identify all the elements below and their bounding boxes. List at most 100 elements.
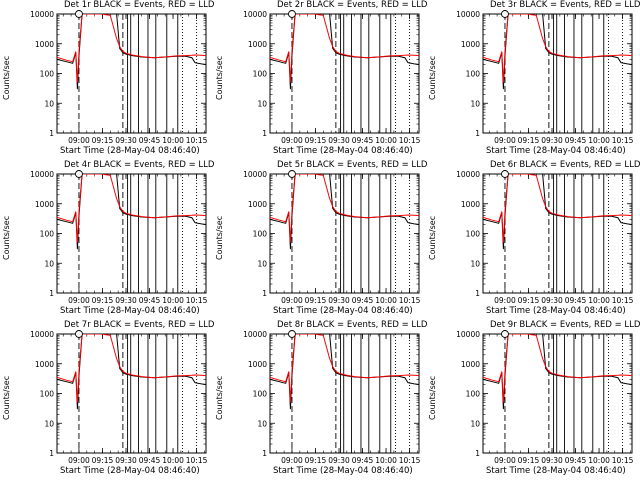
x-tick-label: 09:30 <box>541 136 563 145</box>
series-events-line <box>270 334 419 410</box>
y-tick-label: 1 <box>262 449 267 458</box>
plot-svg: 1 10 100 1000 10000 09:00 09:15 09:30 09:45 10:00… <box>243 10 421 145</box>
plot-svg: 1 10 100 1000 10000 09:00 09:15 09:30 09:45 10:00… <box>456 170 634 305</box>
y-tick-label: 1000 <box>248 40 267 49</box>
marker-circle <box>501 170 509 178</box>
y-tick-label: 10000 <box>30 170 54 179</box>
x-tick-label: 09:45 <box>139 136 161 145</box>
x-tick-label: 09:00 <box>68 456 90 465</box>
panel-title: Det 3r BLACK = Events, RED = LLD <box>490 0 640 10</box>
x-tick-label: 09:00 <box>281 456 303 465</box>
x-axis-title: Start Time (28-May-04 08:46:40) <box>60 306 200 316</box>
x-tick-label: 09:00 <box>494 136 516 145</box>
x-axis-title: Start Time (28-May-04 08:46:40) <box>60 146 200 156</box>
plot-area <box>483 174 632 293</box>
series-events-line <box>483 174 632 250</box>
x-tick-label: 10:15 <box>399 456 421 465</box>
x-tick-label: 10:15 <box>399 136 421 145</box>
y-tick-label: 100 <box>40 70 55 79</box>
series-events-line <box>483 334 632 410</box>
x-axis-title: Start Time (28-May-04 08:46:40) <box>486 306 626 316</box>
x-tick-label: 09:45 <box>565 296 587 305</box>
y-tick-label: 1000 <box>461 40 480 49</box>
x-tick-label: 09:15 <box>92 136 114 145</box>
y-tick-label: 10000 <box>30 10 54 19</box>
y-tick-label: 1 <box>262 129 267 138</box>
detector-panel-2: Det 2r BLACK = Events, RED = LLD Start Ti… <box>213 0 428 160</box>
panel-title: Det 9r BLACK = Events, RED = LLD <box>490 320 640 330</box>
plot-svg: 1 10 100 1000 10000 09:00 09:15 09:30 09:45 10:00… <box>243 170 421 305</box>
x-axis-title: Start Time (28-May-04 08:46:40) <box>273 306 413 316</box>
plot-area <box>57 334 206 453</box>
detector-panel-3: Det 3r BLACK = Events, RED = LLD Start Ti… <box>426 0 640 160</box>
y-tick-label: 10000 <box>243 10 267 19</box>
x-tick-label: 10:00 <box>162 136 184 145</box>
y-tick-label: 100 <box>40 390 55 399</box>
y-tick-label: 1000 <box>248 360 267 369</box>
plot-area <box>270 14 419 133</box>
marker-circle <box>288 170 296 178</box>
x-tick-label: 09:30 <box>115 456 137 465</box>
x-tick-label: 09:15 <box>92 456 114 465</box>
y-tick-label: 100 <box>253 390 268 399</box>
x-tick-label: 09:00 <box>68 136 90 145</box>
x-tick-label: 09:15 <box>305 136 327 145</box>
y-tick-label: 10 <box>44 259 54 268</box>
panel-title: Det 4r BLACK = Events, RED = LLD <box>64 160 215 170</box>
x-axis-title: Start Time (28-May-04 08:46:40) <box>486 466 626 476</box>
y-tick-label: 10 <box>470 259 480 268</box>
x-tick-label: 09:00 <box>68 296 90 305</box>
x-axis-title: Start Time (28-May-04 08:46:40) <box>486 146 626 156</box>
y-tick-label: 1 <box>475 289 480 298</box>
plot-area <box>57 174 206 293</box>
y-tick-label: 10000 <box>243 330 267 339</box>
plot-svg: 1 10 100 1000 10000 09:00 09:15 09:30 09:45 10:00… <box>243 330 421 465</box>
series-lld-line <box>57 14 206 83</box>
plot-svg: 1 10 100 1000 10000 09:00 09:15 09:30 09:45 10:00… <box>30 10 207 145</box>
detector-panel-9: Det 9r BLACK = Events, RED = LLD Start Ti… <box>426 320 640 480</box>
x-tick-label: 09:45 <box>352 136 374 145</box>
y-tick-label: 100 <box>466 230 481 239</box>
x-tick-label: 09:00 <box>494 296 516 305</box>
x-tick-label: 09:15 <box>518 456 540 465</box>
detector-panel-5: Det 5r BLACK = Events, RED = LLD Start Ti… <box>213 160 427 320</box>
x-tick-label: 10:00 <box>588 136 610 145</box>
x-tick-label: 10:00 <box>375 456 397 465</box>
series-lld-line <box>483 174 632 243</box>
y-tick-label: 1 <box>475 129 480 138</box>
plot-area <box>57 14 206 133</box>
y-tick-label: 1000 <box>248 200 267 209</box>
x-tick-label: 09:45 <box>352 456 374 465</box>
x-tick-label: 10:00 <box>375 296 397 305</box>
x-tick-label: 10:00 <box>162 456 184 465</box>
x-tick-label: 09:30 <box>541 456 563 465</box>
series-lld-line <box>270 14 419 83</box>
detector-panel-1: Det 1r BLACK = Events, RED = LLD Start Ti… <box>0 0 214 160</box>
x-tick-label: 10:00 <box>162 296 184 305</box>
y-tick-label: 10000 <box>30 330 54 339</box>
panel-title: Det 7r BLACK = Events, RED = LLD <box>64 320 215 330</box>
y-tick-label: 1000 <box>461 200 480 209</box>
x-tick-label: 10:15 <box>612 456 634 465</box>
x-tick-label: 10:15 <box>612 296 634 305</box>
y-tick-label: 1 <box>49 129 54 138</box>
x-tick-label: 09:30 <box>328 296 350 305</box>
series-events-line <box>57 174 206 250</box>
x-tick-label: 09:45 <box>139 456 161 465</box>
plot-area <box>483 334 632 453</box>
x-tick-label: 10:00 <box>588 296 610 305</box>
panel-title: Det 2r BLACK = Events, RED = LLD <box>277 0 428 10</box>
series-events-line <box>57 334 206 410</box>
plot-area <box>270 334 419 453</box>
y-tick-label: 10000 <box>456 330 480 339</box>
x-tick-label: 09:30 <box>328 456 350 465</box>
marker-circle <box>288 10 296 18</box>
plot-area <box>270 174 419 293</box>
marker-circle <box>75 10 83 18</box>
marker-circle <box>501 10 509 18</box>
series-lld-line <box>483 14 632 83</box>
y-tick-label: 10 <box>257 259 267 268</box>
detector-panel-7: Det 7r BLACK = Events, RED = LLD Start Ti… <box>0 320 215 480</box>
x-tick-label: 10:15 <box>399 296 421 305</box>
